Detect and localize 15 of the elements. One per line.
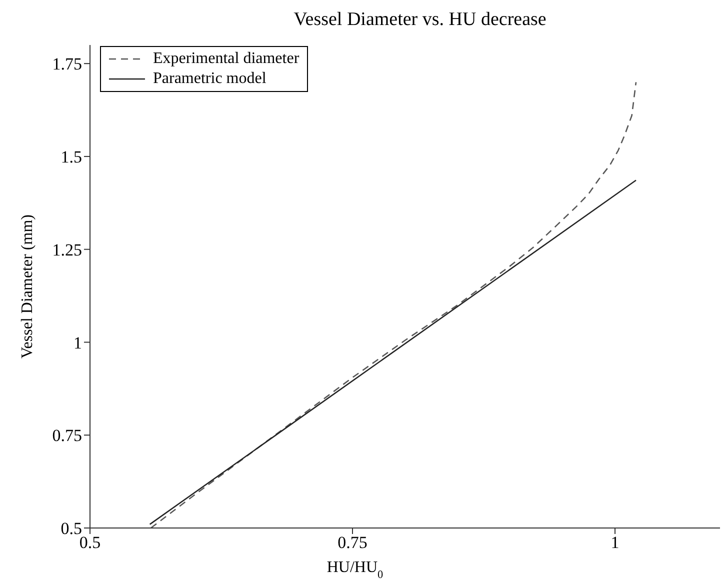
x-tick-label: 0.5: [79, 533, 101, 552]
x-tick-label: 1: [610, 533, 620, 552]
y-tick-label: 1.5: [60, 147, 82, 166]
y-tick-label: 1: [74, 333, 82, 352]
y-tick-label: 0.75: [52, 426, 82, 446]
y-tick-label: 1.25: [52, 240, 82, 260]
legend-label: Experimental diameter: [153, 49, 300, 69]
x-tick-label: 0.75: [338, 533, 368, 552]
y-tick-label: 1.75: [52, 54, 82, 74]
line-series: [150, 82, 637, 528]
chart-title: Vessel Diameter vs. HU decrease: [294, 9, 546, 30]
y-tick-label: 0.5: [60, 519, 82, 538]
legend-label: Parametric model: [153, 69, 266, 89]
y-axis-title: Vessel Diameter (mm): [19, 214, 36, 358]
x-axis-title: HU/HU$_{0}$: [326, 559, 384, 581]
